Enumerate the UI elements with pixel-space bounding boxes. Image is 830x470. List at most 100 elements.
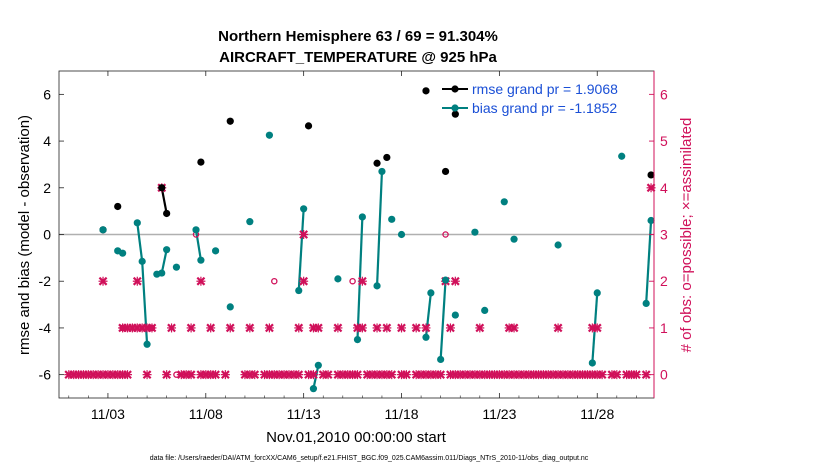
obs-assimilated-marker-114	[372, 323, 382, 333]
y2-tick-label-2: 2	[660, 273, 668, 289]
rmse-point-4	[197, 158, 205, 166]
obs-possible-marker-5	[148, 324, 156, 332]
x-axis-label: Nov.01,2010 00:00:00 start	[266, 429, 447, 446]
bias-point-36	[554, 241, 562, 249]
y-tick-label-1: -4	[39, 320, 52, 336]
obs-possible-marker-3	[442, 231, 449, 238]
y2-tick-label-5: 5	[660, 133, 668, 149]
rmse-point-9	[422, 87, 430, 95]
rmse-point-5	[226, 117, 234, 125]
obs-assimilated-marker-120	[475, 323, 485, 333]
rmse-point-10	[441, 167, 450, 176]
obs-assimilated-marker-21	[211, 370, 221, 380]
bias-point-41	[647, 216, 655, 225]
bias-point-22	[358, 213, 366, 221]
bias-point-9	[172, 263, 181, 271]
bias-point-25	[388, 215, 396, 223]
obs-possible-marker-0	[173, 371, 180, 378]
obs-assimilated-marker-108	[294, 323, 304, 333]
obs-assimilated-marker-125	[592, 323, 602, 333]
y-tick-label-2: -2	[39, 273, 52, 289]
bias-point-39	[618, 152, 626, 160]
bias-point-10	[192, 226, 200, 234]
obs-assimilated-marker-13	[142, 370, 152, 380]
y2-tick-label-3: 3	[660, 227, 668, 243]
obs-assimilated-marker-37	[323, 370, 333, 380]
rmse-point-8	[383, 153, 391, 162]
bias-point-0	[99, 226, 107, 234]
x-tick-label-3: 11/18	[385, 406, 419, 422]
obs-assimilated-marker-122	[509, 323, 519, 333]
rmse-segment-0	[160, 187, 168, 214]
obs-count-layer	[64, 183, 656, 380]
obs-assimilated-marker-126	[98, 276, 108, 286]
data-file-footer: data file: /Users/raeder/DAI/ATM_forcXX/…	[150, 455, 589, 462]
obs-assimilated-marker-35	[308, 370, 318, 380]
obs-assimilated-marker-105	[225, 323, 235, 333]
x-tick-label-5: 11/28	[580, 406, 614, 422]
bias-point-11	[197, 256, 205, 264]
bias-point-17	[300, 205, 308, 213]
bias-point-26	[397, 230, 406, 239]
chart-title: Northern Hemisphere 63 / 69 = 91.304%	[218, 28, 498, 45]
obs-assimilated-marker-132	[450, 276, 460, 286]
obs-assimilated-marker-129	[299, 276, 309, 286]
obs-assimilated-marker-48	[387, 370, 397, 380]
bias-point-37	[588, 359, 596, 367]
series-marker-layer	[99, 87, 655, 393]
y2-tick-label-1: 1	[660, 320, 668, 336]
y-tick-label-4: 2	[43, 180, 51, 196]
bias-segment-6	[375, 171, 384, 286]
obs-assimilated-marker-117	[411, 323, 421, 333]
obs-assimilated-marker-110	[313, 323, 323, 333]
bias-point-38	[593, 289, 601, 297]
bias-point-33	[481, 306, 489, 315]
obs-possible-marker-1	[271, 277, 278, 285]
obs-possible-marker-4	[119, 324, 126, 332]
bias-point-14	[246, 218, 254, 226]
x-tick-label-2: 11/13	[287, 406, 321, 422]
obs-assimilated-marker-102	[167, 323, 177, 333]
y-axis-label: rmse and bias (model - observation)	[16, 115, 33, 355]
y-tick-label-3: 0	[43, 227, 51, 243]
obs-assimilated-marker-113	[357, 323, 367, 333]
bias-segment-2	[194, 229, 202, 261]
y-tick-label-0: -6	[39, 367, 52, 383]
bias-point-13	[226, 303, 234, 311]
obs-assimilated-marker-119	[445, 323, 455, 333]
bias-point-20	[334, 275, 342, 283]
obs-assimilated-marker-50	[401, 370, 411, 380]
obs-assimilated-marker-130	[357, 276, 367, 286]
obs-possible-marker-2	[349, 277, 356, 285]
obs-assimilated-marker-56	[436, 370, 446, 380]
bias-point-30	[441, 276, 450, 284]
rmse-point-3	[163, 209, 171, 218]
bias-point-5	[143, 340, 151, 348]
bias-point-7	[158, 269, 166, 277]
bias-point-32	[471, 228, 479, 236]
bias-point-34	[500, 198, 508, 206]
legend-rmse-label: rmse grand pr = 1.9068	[472, 81, 618, 97]
legend-bias-label: bias grand pr = -1.1852	[472, 100, 617, 116]
obs-assimilated-marker-111	[333, 323, 343, 333]
bias-point-16	[295, 286, 303, 295]
chart-subtitle: AIRCRAFT_TEMPERATURE @ 925 hPa	[219, 49, 497, 66]
obs-assimilated-marker-103	[186, 323, 196, 333]
bias-point-27	[422, 333, 430, 341]
y2-axis-label: # of obs: o=possible; ×=assimilated	[678, 118, 695, 353]
x-tick-label-0: 11/03	[91, 406, 125, 422]
y2-tick-label-6: 6	[660, 86, 668, 102]
obs-assimilated-marker-93	[631, 370, 641, 380]
y2-tick-label-0: 0	[660, 367, 668, 383]
obs-assimilated-marker-42	[352, 370, 362, 380]
rmse-point-1	[114, 202, 122, 211]
bias-point-3	[133, 219, 141, 227]
bias-point-19	[314, 361, 322, 369]
legend-bias-marker	[451, 104, 459, 112]
obs-assimilated-marker-115	[382, 323, 392, 333]
y2-tick-label-4: 4	[660, 180, 668, 196]
legend-rmse-marker	[451, 85, 459, 93]
obs-assimilated-marker-107	[264, 323, 274, 333]
obs-assimilated-marker-127	[132, 276, 142, 286]
